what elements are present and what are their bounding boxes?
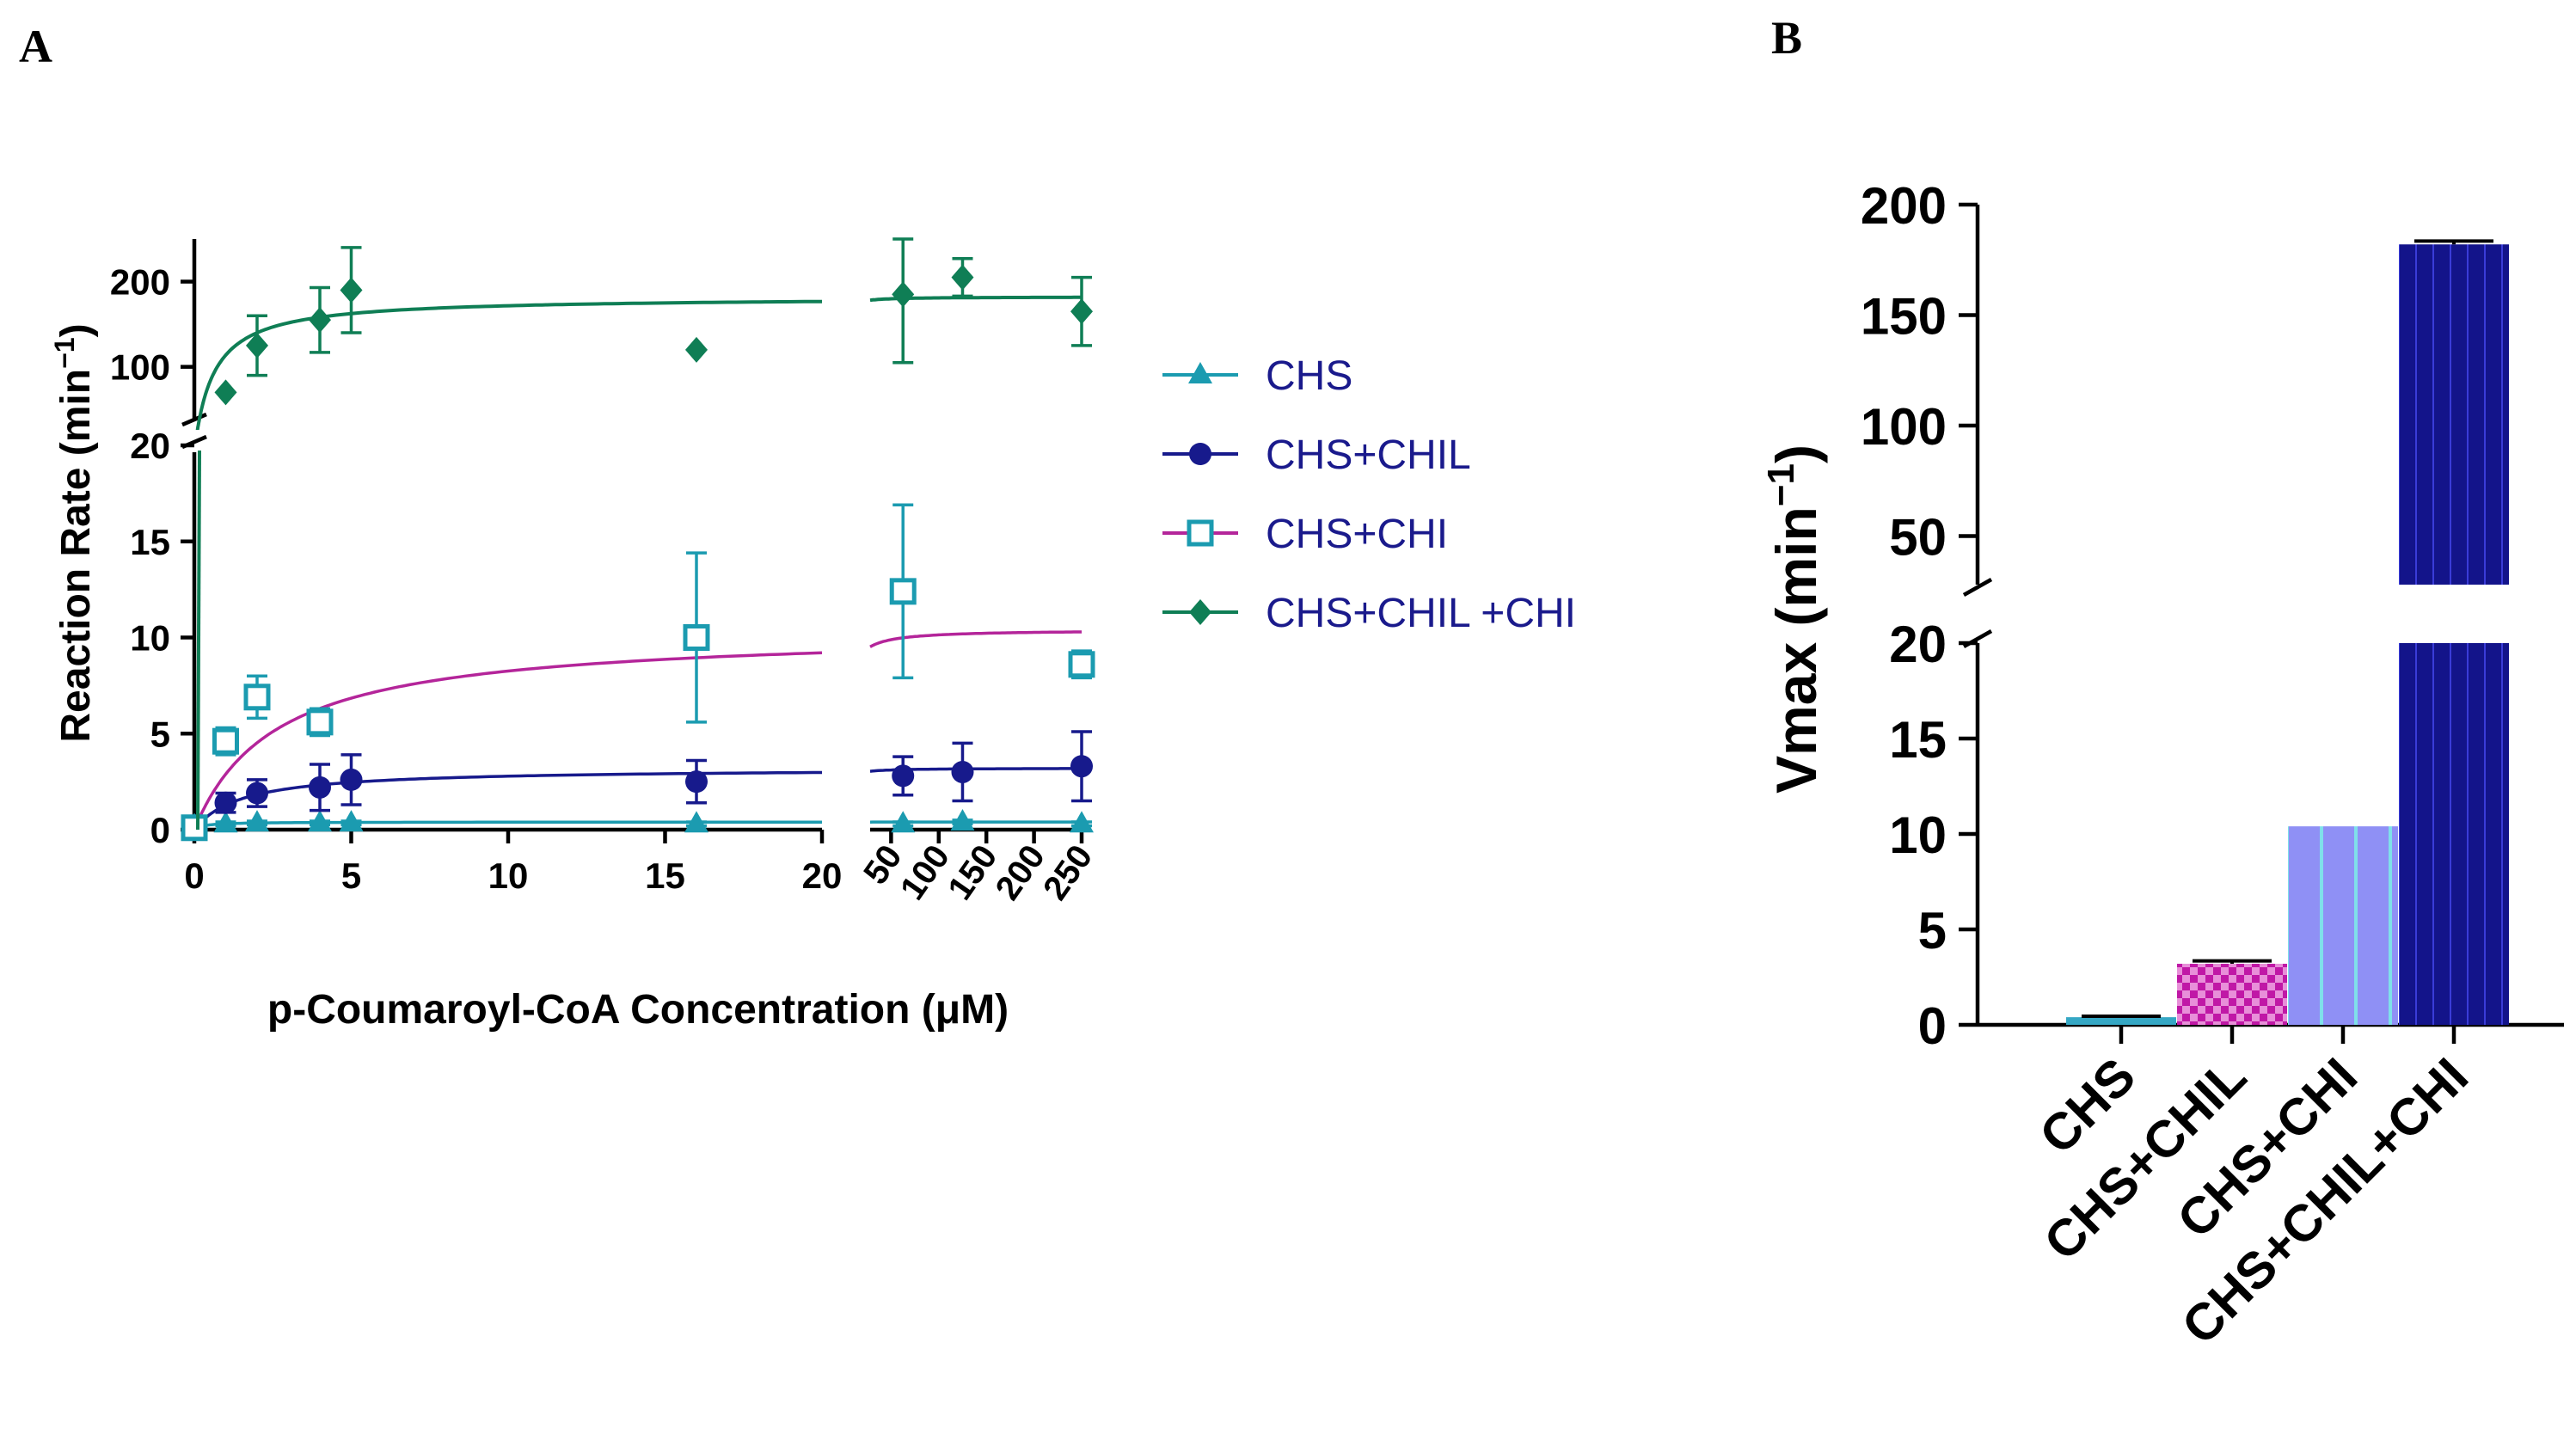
chart-a-y-tick-label: 20 bbox=[130, 426, 170, 466]
chart-a-y-tick-label: 5 bbox=[150, 714, 170, 754]
data-point-chs-chil-chi bbox=[340, 277, 363, 303]
data-point-chs-chil bbox=[685, 770, 708, 794]
chart-b-y-tick-label: 5 bbox=[1918, 902, 1947, 959]
data-point-chs-chil-chi bbox=[951, 264, 974, 291]
data-point-chs-chil-chi bbox=[1070, 298, 1093, 325]
legend-label-chs: CHS bbox=[1266, 353, 1352, 399]
chart-a-x-tick-label: 100 bbox=[893, 838, 957, 907]
data-point-chs-chi bbox=[243, 684, 271, 711]
bar-chs-chil-chi-lower bbox=[2399, 643, 2509, 1025]
bar-chs-chil bbox=[2177, 963, 2287, 1025]
chart-a-x-tick-label: 250 bbox=[1036, 838, 1100, 907]
data-point-chs bbox=[339, 810, 364, 832]
legend-label-chs-chil-chi: CHS+CHIL +CHI bbox=[1266, 591, 1576, 636]
data-point-chs bbox=[891, 811, 916, 833]
chart-b-y-tick-label: 15 bbox=[1889, 711, 1947, 769]
data-point-chs bbox=[950, 809, 975, 831]
chart-a-y-tick-label: 100 bbox=[110, 347, 170, 388]
bar-chs-chi bbox=[2288, 826, 2398, 1025]
data-point-chs-chi bbox=[1068, 651, 1095, 678]
chart-a-legend: CHS CHS+CHIL CHS+CHI CHS+CHIL +CHI bbox=[1162, 353, 1576, 636]
bar-chs bbox=[2066, 1017, 2176, 1025]
data-point-chs-chi bbox=[889, 578, 917, 605]
data-point-chs-chil bbox=[951, 760, 974, 783]
chart-a-x-tick-label: 15 bbox=[645, 855, 685, 896]
data-point-chs-chil-chi bbox=[246, 332, 268, 359]
data-point-chs-chi bbox=[212, 727, 239, 755]
panel-letter-b: B bbox=[1771, 12, 1802, 64]
data-point-chs-chil bbox=[340, 768, 363, 791]
chart-b-y-axis-break bbox=[1962, 578, 1993, 648]
data-point-chs-chil-chi bbox=[685, 336, 708, 363]
legend-marker-chs-chi bbox=[1187, 519, 1214, 547]
data-point-chs-chil bbox=[1070, 755, 1093, 778]
chart-b-y-tick-label: 200 bbox=[1861, 177, 1947, 235]
fit-line-chs-chi-right bbox=[869, 630, 1082, 648]
chart-a-y-axis-title: Reaction Rate (min−1) bbox=[49, 323, 99, 742]
chart-a-x-axis-title: p-Coumaroyl-CoA Concentration (μM) bbox=[267, 987, 1009, 1033]
chart-a-y-tick-label: 200 bbox=[110, 262, 170, 303]
chart-a-x-tick-label: 200 bbox=[989, 838, 1052, 907]
chart-a-x-tick-label: 5 bbox=[341, 855, 361, 896]
chart-b-y-tick-label: 10 bbox=[1889, 806, 1947, 864]
panel-letter-a: A bbox=[19, 21, 52, 72]
data-point-chs bbox=[684, 811, 708, 833]
data-point-chs bbox=[308, 810, 332, 832]
legend-label-chs-chi: CHS+CHI bbox=[1266, 512, 1448, 557]
chart-a-x-tick-label: 20 bbox=[802, 855, 843, 896]
chart-a-y-tick-label: 15 bbox=[130, 522, 170, 562]
legend-marker-chs-chil bbox=[1189, 443, 1211, 465]
bar-chs-chil-chi-upper bbox=[2399, 244, 2509, 585]
chart-a-y-axis-break bbox=[181, 412, 207, 450]
legend-marker-chs-chil-chi bbox=[1189, 599, 1211, 625]
data-point-chs-chil bbox=[246, 782, 268, 805]
data-point-chs-chil-chi bbox=[892, 281, 915, 308]
chart-a-y-tick-label: 10 bbox=[130, 618, 170, 659]
chart-b-y-tick-label: 150 bbox=[1861, 287, 1947, 345]
data-point-chs bbox=[1070, 811, 1094, 833]
data-point-chs-chil bbox=[214, 791, 237, 814]
fit-line-chs-chil-chi-rise bbox=[196, 450, 201, 831]
chart-b-y-tick-label: 100 bbox=[1861, 398, 1947, 456]
chart-b-y-tick-label: 50 bbox=[1889, 508, 1947, 566]
chart-b-y-axis-title: Vmax (min−1) bbox=[1760, 444, 1828, 794]
chart-a-y-tick-label: 0 bbox=[150, 810, 170, 850]
data-point-chs-chi bbox=[306, 708, 334, 736]
legend-label-chs-chil: CHS+CHIL bbox=[1266, 432, 1471, 478]
chart-b-y-tick-label: 0 bbox=[1918, 997, 1947, 1055]
chart-a-x-tick-label: 10 bbox=[488, 855, 529, 896]
chart-a-x-tick-label: 150 bbox=[941, 838, 1004, 907]
data-point-chs-chi bbox=[683, 624, 710, 651]
data-point-chs-chil-chi bbox=[214, 379, 237, 406]
fit-line-chs-chi bbox=[193, 651, 823, 831]
data-point-chs-chil-chi bbox=[309, 307, 331, 334]
data-point-chs-chil bbox=[309, 776, 331, 799]
chart-b-y-tick-label: 20 bbox=[1889, 616, 1947, 673]
data-point-chs bbox=[245, 810, 269, 832]
legend-marker-chs bbox=[1188, 362, 1212, 383]
chart-a-x-tick-label: 0 bbox=[184, 855, 204, 896]
fit-line-chs-chil-chi bbox=[195, 299, 822, 431]
data-point-chs-chil bbox=[892, 764, 915, 788]
chart-a-reaction-rate: 0 5 10 15 20 5010015020025005101520100200p-Co… bbox=[49, 237, 1100, 1033]
data-point-chs-chi bbox=[181, 814, 208, 842]
data-point-chs bbox=[213, 811, 238, 833]
